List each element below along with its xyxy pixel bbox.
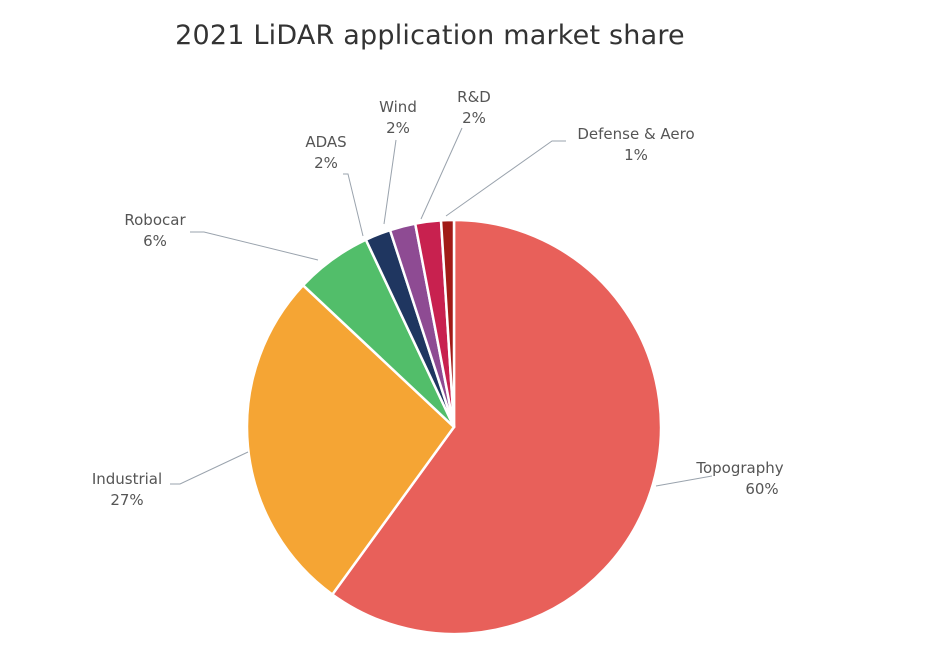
leader-line-industrial xyxy=(170,451,249,485)
slice-label-robocar: Robocar xyxy=(124,211,186,229)
slice-labels: Topography 60% Industrial 27% Robocar 6% ADAS 2… xyxy=(92,88,784,509)
leader-line-wind xyxy=(383,139,397,225)
slice-value-topography: 60% xyxy=(745,480,778,498)
leader-line-adas xyxy=(343,173,364,237)
slice-value-adas: 2% xyxy=(314,154,338,172)
slice-label-topography: Topography xyxy=(695,459,783,477)
pie-slices xyxy=(245,218,663,636)
slice-value-wind: 2% xyxy=(386,119,410,137)
slice-label-wind: Wind xyxy=(379,98,417,116)
leader-line-robocar xyxy=(190,231,319,261)
chart-title: 2021 LiDAR application market share xyxy=(175,20,685,51)
slice-label-randd: R&D xyxy=(457,88,491,106)
slice-label-adas: ADAS xyxy=(305,133,346,151)
pie-slice-defense-and-aero xyxy=(439,218,456,429)
leader-line-topography xyxy=(655,475,713,487)
slice-value-industrial: 27% xyxy=(110,491,143,509)
leader-line-defense-and-aero xyxy=(445,140,566,217)
slice-value-randd: 2% xyxy=(462,109,486,127)
slice-value-robocar: 6% xyxy=(143,232,167,250)
pie-slice-topography xyxy=(331,218,663,636)
slice-label-industrial: Industrial xyxy=(92,470,162,488)
pie-slice-industrial xyxy=(245,284,456,596)
leader-line-randd xyxy=(420,127,463,220)
slice-value-defense-and-aero: 1% xyxy=(624,146,648,164)
slice-label-defense-and-aero: Defense & Aero xyxy=(577,125,694,143)
